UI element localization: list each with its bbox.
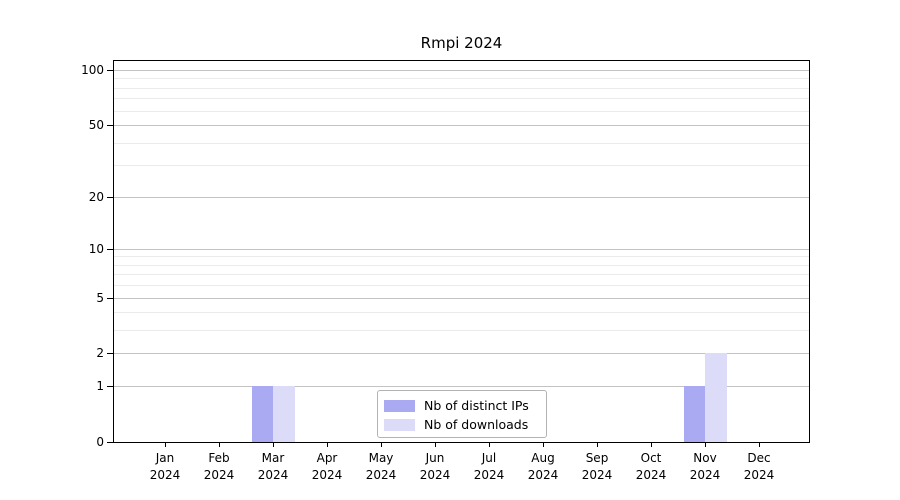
x-tick-year: 2024 (311, 468, 343, 482)
x-tick-month: Aug (531, 451, 555, 465)
x-tick-month: May (368, 451, 394, 465)
x-tick-label: May 2024 (349, 450, 413, 484)
major-gridline (114, 353, 809, 355)
x-tick-month: Nov (693, 451, 717, 465)
x-tick-year: 2024 (257, 468, 289, 482)
y-tick-mark (107, 248, 113, 250)
x-tick-year: 2024 (365, 468, 397, 482)
plot-area (113, 60, 810, 443)
x-tick-year: 2024 (743, 468, 775, 482)
x-tick-mark (381, 443, 382, 447)
x-tick-month: Feb (208, 451, 230, 465)
x-tick-mark (219, 443, 220, 447)
x-tick-month: Jul (481, 451, 497, 465)
x-tick-mark (435, 443, 436, 447)
x-tick-year: 2024 (689, 468, 721, 482)
bar-distinct-ips (251, 386, 273, 442)
x-tick-month: Jan (155, 451, 175, 465)
x-tick-month: Jun (425, 451, 445, 465)
minor-gridline (114, 312, 809, 314)
bar-downloads (705, 353, 727, 442)
x-tick-year: 2024 (473, 468, 505, 482)
y-tick-mark (107, 442, 113, 443)
x-tick-year: 2024 (527, 468, 559, 482)
x-tick-label: Jan 2024 (133, 450, 197, 484)
x-tick-mark (543, 443, 544, 447)
x-tick-label: Apr 2024 (295, 450, 359, 484)
major-gridline (114, 386, 809, 388)
x-tick-label: Dec 2024 (727, 450, 791, 484)
major-gridline (114, 70, 809, 71)
x-tick-label: Mar 2024 (241, 450, 305, 484)
y-tick-label: 10 (88, 241, 104, 256)
legend-item-downloads: Nb of downloads (384, 415, 546, 434)
minor-gridline (114, 110, 809, 112)
legend-swatch-distinct-ips (384, 399, 415, 412)
bar-downloads (273, 386, 295, 442)
x-tick-mark (165, 443, 166, 447)
y-tick-mark (107, 353, 113, 355)
minor-gridline (114, 330, 809, 332)
minor-gridline (114, 98, 809, 100)
major-gridline (114, 297, 809, 299)
x-tick-year: 2024 (419, 468, 451, 482)
x-tick-label: Feb 2024 (187, 450, 251, 484)
x-tick-label: Jul 2024 (457, 450, 521, 484)
x-tick-mark (327, 443, 328, 447)
x-tick-label: Oct 2024 (619, 450, 683, 484)
x-tick-month: Dec (747, 451, 771, 465)
major-gridline (114, 196, 809, 198)
x-tick-label: Aug 2024 (511, 450, 575, 484)
y-tick-mark (107, 70, 113, 71)
legend-label-downloads: Nb of downloads (424, 417, 529, 432)
minor-gridline (114, 87, 809, 89)
x-tick-mark (273, 443, 274, 447)
x-tick-mark (651, 443, 652, 447)
bar-distinct-ips (683, 386, 705, 442)
minor-gridline (114, 256, 809, 258)
y-tick-label: 20 (88, 189, 104, 204)
minor-gridline (114, 274, 809, 276)
y-tick-label: 5 (96, 290, 104, 305)
x-tick-mark (705, 443, 706, 447)
y-tick-mark (107, 297, 113, 299)
minor-gridline (114, 264, 809, 266)
x-tick-mark (597, 443, 598, 447)
x-tick-year: 2024 (203, 468, 235, 482)
x-tick-year: 2024 (635, 468, 667, 482)
legend-swatch-downloads (384, 418, 415, 431)
minor-gridline (114, 78, 809, 80)
minor-gridline (114, 142, 809, 144)
x-tick-label: Jun 2024 (403, 450, 467, 484)
x-tick-mark (489, 443, 490, 447)
y-tick-mark (107, 125, 113, 127)
minor-gridline (114, 165, 809, 167)
x-tick-month: Sep (585, 451, 609, 465)
x-tick-year: 2024 (149, 468, 181, 482)
legend-label-distinct-ips: Nb of distinct IPs (424, 398, 529, 413)
chart-title: Rmpi 2024 (420, 34, 503, 52)
legend-item-distinct-ips: Nb of distinct IPs (384, 396, 546, 415)
y-tick-label: 50 (88, 118, 104, 133)
y-tick-label: 1 (96, 379, 104, 394)
major-gridline (114, 248, 809, 250)
y-tick-mark (107, 196, 113, 198)
x-tick-month: Mar (261, 451, 285, 465)
y-tick-label: 2 (96, 346, 104, 361)
x-tick-month: Apr (316, 451, 338, 465)
y-tick-mark (107, 386, 113, 388)
y-tick-label: 0 (96, 435, 104, 449)
x-tick-label: Nov 2024 (673, 450, 737, 484)
y-tick-label: 100 (81, 63, 104, 77)
x-tick-month: Oct (640, 451, 662, 465)
minor-gridline (114, 285, 809, 287)
legend: Nb of distinct IPs Nb of downloads (377, 390, 547, 438)
x-tick-year: 2024 (581, 468, 613, 482)
x-tick-label: Sep 2024 (565, 450, 629, 484)
x-tick-mark (759, 443, 760, 447)
major-gridline (114, 125, 809, 127)
